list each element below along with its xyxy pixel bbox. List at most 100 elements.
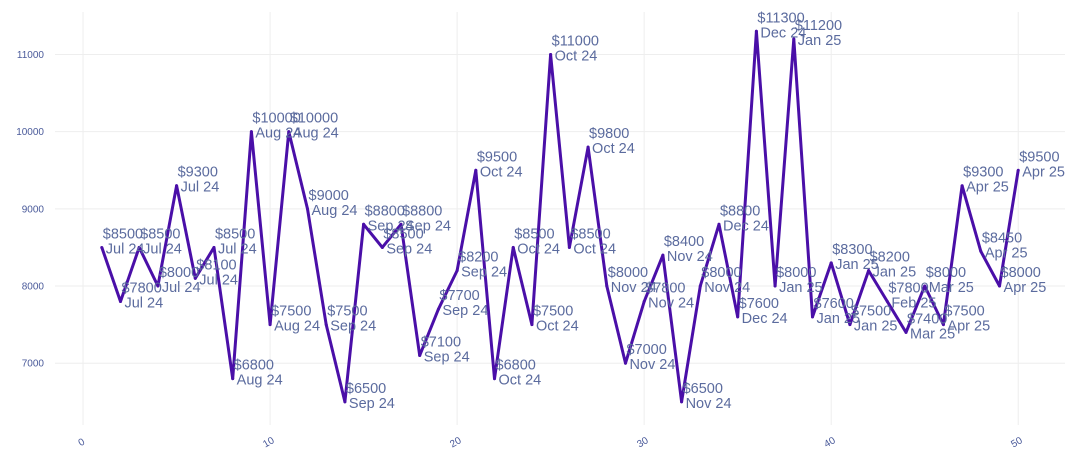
data-point xyxy=(549,52,553,56)
data-point xyxy=(773,284,777,288)
axes: 0 10 20 30 40 50 7000 8000 9000 10000 11000 xyxy=(16,50,1025,450)
data-label: $8500 Jul 24 xyxy=(140,226,182,257)
data-point xyxy=(642,299,646,303)
data-label: $8000 Jul 24 xyxy=(159,265,201,296)
data-label: $7800 Nov 24 xyxy=(645,280,694,311)
data-label: $7600 Dec 24 xyxy=(739,296,788,327)
data-point xyxy=(100,245,104,249)
x-tick-label: 0 xyxy=(77,436,88,449)
data-label: $7100 Sep 24 xyxy=(421,335,470,366)
data-label: $7600 Jan 25 xyxy=(814,296,861,327)
data-point xyxy=(418,354,422,358)
data-point xyxy=(717,222,721,226)
data-label: $8300 Jan 25 xyxy=(832,242,879,273)
data-label: $8500 Jul 24 xyxy=(215,226,257,257)
data-label: $8000 Nov 24 xyxy=(608,265,657,296)
data-point xyxy=(1016,168,1020,172)
data-label: $7500 Aug 24 xyxy=(271,304,320,335)
data-point xyxy=(343,400,347,404)
data-label: $9500 Oct 24 xyxy=(477,149,523,180)
y-tick-label: 11000 xyxy=(17,50,45,61)
data-label: $7800 Feb 25 xyxy=(888,280,936,311)
data-label: $7400 Mar 25 xyxy=(907,311,955,342)
data-point xyxy=(960,184,964,188)
x-tick-label: 30 xyxy=(635,435,651,450)
data-point xyxy=(811,315,814,319)
data-label: $8200 Sep 24 xyxy=(458,250,507,281)
data-point xyxy=(941,323,945,327)
y-tick-label: 8000 xyxy=(22,282,45,293)
data-label: $8800 Sep 24 xyxy=(402,203,451,234)
data-point xyxy=(399,222,403,226)
series-line xyxy=(100,29,1020,404)
x-tick-label: 40 xyxy=(822,435,838,450)
data-point xyxy=(137,245,141,249)
x-tick-label: 50 xyxy=(1009,435,1025,450)
data-point xyxy=(530,323,534,327)
data-label: $9500 Apr 25 xyxy=(1019,149,1065,180)
data-point xyxy=(848,323,852,327)
data-point xyxy=(567,245,571,249)
x-tick-label: 10 xyxy=(261,435,277,450)
data-point xyxy=(754,29,758,33)
data-point xyxy=(212,245,216,249)
data-label: $8500 Sep 24 xyxy=(383,226,432,257)
data-point xyxy=(175,184,179,188)
data-point xyxy=(362,222,366,226)
data-label: $7500 Sep 24 xyxy=(327,304,376,335)
data-point xyxy=(979,249,983,253)
data-label: $9000 Aug 24 xyxy=(309,188,358,219)
x-tick-label: 20 xyxy=(448,435,464,450)
data-label: $8500 Jul 24 xyxy=(103,226,145,257)
data-label: $8800 Sep 24 xyxy=(365,203,414,234)
data-point xyxy=(455,269,459,273)
data-label: $9300 Apr 25 xyxy=(963,165,1009,196)
data-label: $8450 Apr 25 xyxy=(982,230,1028,261)
y-tick-label: 7000 xyxy=(22,359,45,370)
data-point xyxy=(661,253,665,257)
data-label: $6800 Oct 24 xyxy=(496,358,542,389)
data-label: $10000 Aug 24 xyxy=(252,111,301,142)
data-point xyxy=(493,377,497,381)
data-label: $8100 Jul 24 xyxy=(196,257,238,288)
data-label: $6500 Sep 24 xyxy=(346,381,395,412)
data-point xyxy=(792,37,796,41)
data-point xyxy=(736,315,740,319)
data-point xyxy=(586,145,590,149)
data-point xyxy=(231,377,235,381)
series-layer xyxy=(100,29,1020,404)
data-label: $8000 Mar 25 xyxy=(926,265,974,296)
data-label: $9300 Jul 24 xyxy=(178,165,220,196)
data-point xyxy=(306,207,309,211)
data-point xyxy=(698,284,702,288)
data-point xyxy=(156,284,160,288)
data-point xyxy=(867,269,871,273)
data-point xyxy=(511,245,515,249)
data-label: $8000 Nov 24 xyxy=(701,265,750,296)
data-label: $7500 Jan 25 xyxy=(851,304,898,335)
data-point xyxy=(998,284,1002,288)
data-point xyxy=(268,323,272,327)
data-point xyxy=(605,284,609,288)
data-label: $8400 Nov 24 xyxy=(664,234,713,265)
y-tick-label: 10000 xyxy=(16,127,44,138)
data-point xyxy=(923,284,927,288)
data-point xyxy=(249,130,253,134)
data-labels: $8500 Jul 24 $7800 Jul 24 $8500 Jul 24 $8000 Ju… xyxy=(103,10,1065,412)
data-point xyxy=(436,307,440,311)
data-label: $8200 Jan 25 xyxy=(870,250,917,281)
data-label: $6800 Aug 24 xyxy=(234,358,283,389)
data-label: $8000 Apr 25 xyxy=(1001,265,1047,296)
data-point xyxy=(829,261,833,265)
data-point xyxy=(287,130,291,134)
data-label: $11000 Oct 24 xyxy=(552,33,599,64)
data-label: $7500 Apr 25 xyxy=(944,304,990,335)
data-point xyxy=(474,168,478,172)
data-point xyxy=(193,276,197,280)
data-label: $11200 Jan 25 xyxy=(795,18,842,49)
data-point xyxy=(118,299,122,303)
data-label: $6500 Nov 24 xyxy=(683,381,732,412)
data-label: $8500 Oct 24 xyxy=(514,226,560,257)
data-label: $7800 Jul 24 xyxy=(121,280,163,311)
